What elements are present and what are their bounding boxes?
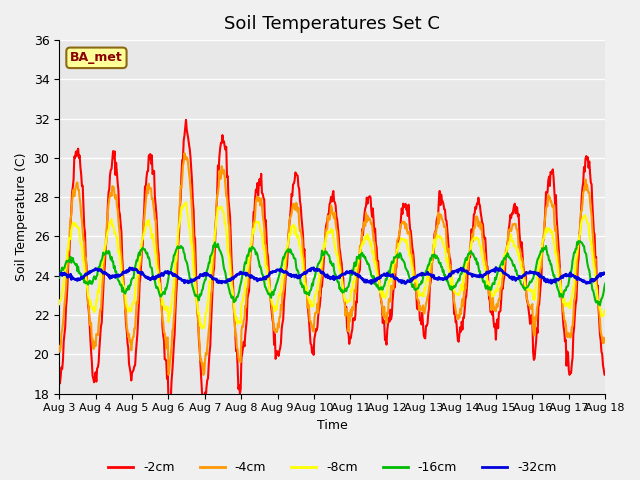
-16cm (55, 275, 63, 281)
-32cm (177, 276, 184, 282)
-4cm (177, 183, 184, 189)
-32cm (367, 281, 375, 287)
-4cm (602, 338, 609, 344)
-16cm (399, 256, 406, 262)
-2cm (55, 378, 63, 384)
Line: -32cm: -32cm (59, 267, 605, 284)
-16cm (122, 291, 129, 297)
-8cm (602, 307, 609, 313)
-4cm (55, 343, 63, 349)
-32cm (399, 279, 407, 285)
Line: -4cm: -4cm (59, 153, 605, 375)
Line: -8cm: -8cm (59, 202, 605, 328)
Y-axis label: Soil Temperature (C): Soil Temperature (C) (15, 153, 28, 281)
-8cm (177, 212, 184, 218)
-32cm (122, 269, 129, 275)
-16cm (596, 302, 604, 308)
-4cm (416, 302, 424, 308)
-2cm (122, 304, 129, 310)
-2cm (166, 401, 174, 407)
-4cm (400, 221, 408, 227)
-2cm (400, 204, 408, 210)
-2cm (182, 117, 190, 123)
-2cm (65, 257, 73, 263)
-32cm (602, 271, 609, 276)
-16cm (177, 243, 184, 249)
-2cm (602, 372, 609, 377)
-32cm (65, 274, 73, 279)
-2cm (207, 321, 215, 327)
-8cm (65, 235, 73, 241)
-2cm (177, 172, 185, 178)
-4cm (122, 307, 129, 312)
Line: -16cm: -16cm (59, 241, 605, 305)
-16cm (65, 257, 73, 263)
-8cm (207, 268, 215, 274)
-4cm (180, 150, 188, 156)
-16cm (575, 238, 582, 244)
-16cm (602, 281, 609, 287)
-8cm (55, 301, 63, 307)
Legend: -2cm, -4cm, -8cm, -16cm, -32cm: -2cm, -4cm, -8cm, -16cm, -32cm (103, 456, 561, 480)
-8cm (198, 325, 206, 331)
-32cm (415, 272, 423, 278)
Title: Soil Temperatures Set C: Soil Temperatures Set C (224, 15, 440, 33)
-8cm (416, 291, 424, 297)
Text: BA_met: BA_met (70, 51, 123, 64)
-4cm (207, 291, 215, 297)
-4cm (65, 247, 73, 252)
-4cm (200, 372, 207, 378)
-8cm (182, 199, 190, 205)
X-axis label: Time: Time (317, 419, 348, 432)
-32cm (205, 273, 213, 278)
-8cm (400, 237, 408, 242)
-32cm (55, 272, 63, 278)
-2cm (416, 317, 424, 323)
Line: -2cm: -2cm (59, 120, 605, 404)
-32cm (492, 264, 500, 270)
-8cm (122, 291, 129, 297)
-16cm (205, 260, 213, 265)
-16cm (415, 285, 422, 291)
